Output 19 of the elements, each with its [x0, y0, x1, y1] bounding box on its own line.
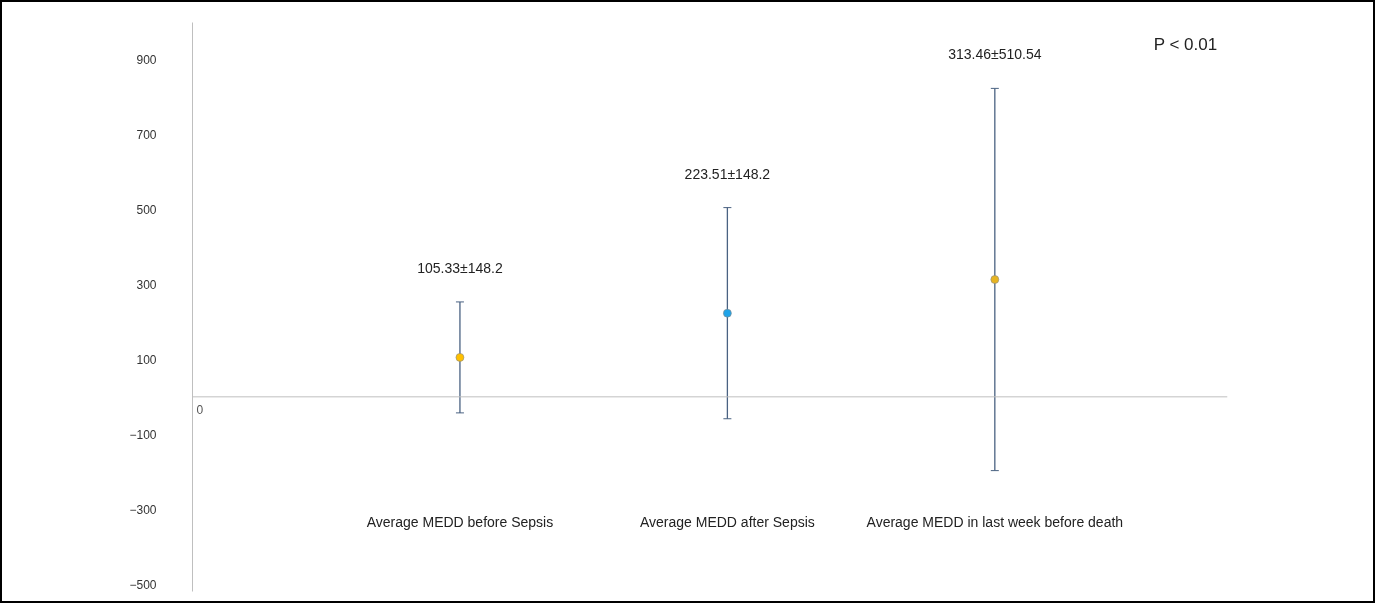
point [455, 353, 465, 362]
y-tick-label: −300 [129, 502, 157, 517]
point [723, 308, 732, 318]
annotation: 223.51±148.2 [684, 165, 771, 182]
x-tick-label: Average MEDD before Sepsis [366, 513, 554, 530]
y-tick-label: −100 [129, 427, 157, 442]
annotation: 0 [196, 402, 204, 417]
x-tick-label: Average MEDD after Sepsis [639, 513, 815, 530]
y-tick-label: 900 [136, 53, 157, 68]
annotation: 105.33±148.2 [417, 259, 503, 276]
annotation: 313.46±510.54 [948, 46, 1042, 63]
annotation: P < 0.01 [1153, 34, 1218, 54]
x-tick-label: Average MEDD in last week before death [866, 513, 1124, 530]
y-tick-label: 700 [136, 128, 157, 143]
point [990, 275, 1000, 284]
y-tick-label: 500 [136, 203, 157, 218]
y-tick-label: 100 [136, 352, 157, 367]
y-tick-label: −500 [129, 577, 157, 592]
y-tick-label: 300 [136, 278, 157, 293]
